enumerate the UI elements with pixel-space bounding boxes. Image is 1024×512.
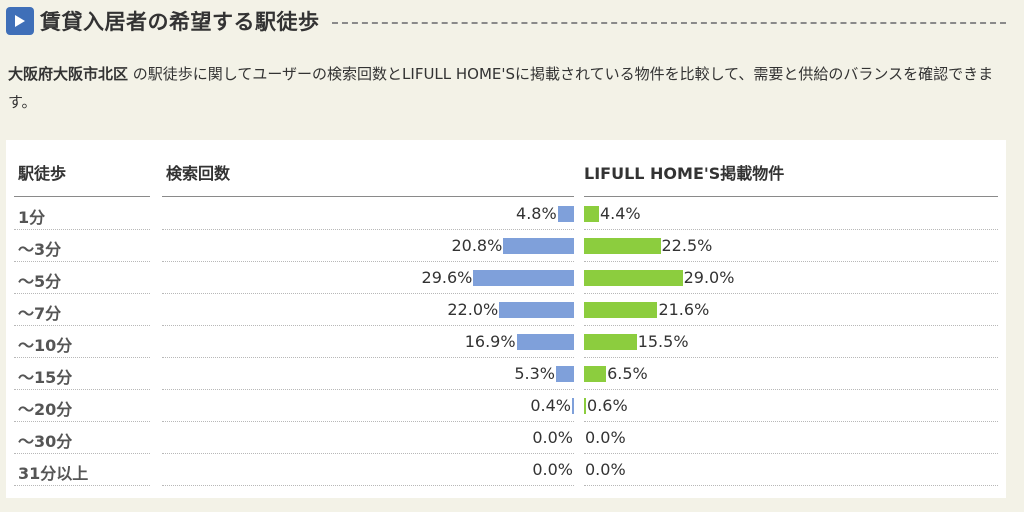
search-bar bbox=[503, 238, 574, 254]
listing-value-label: 29.0% bbox=[683, 268, 735, 287]
listing-value-label: 0.6% bbox=[587, 396, 628, 415]
header-underline bbox=[584, 196, 998, 197]
walk-time-chart: 駅徒歩 検索回数 LIFULL HOME'S掲載物件 1分 4.8% 4.4% 〜3分… bbox=[6, 140, 1006, 498]
listing-value-label: 15.5% bbox=[637, 332, 689, 351]
row-divider bbox=[14, 421, 150, 422]
table-row: 〜20分 0.4% 0.6% bbox=[6, 390, 1006, 422]
walk-time-label: 〜10分 bbox=[18, 336, 73, 355]
row-divider bbox=[584, 421, 998, 422]
listing-bar bbox=[584, 302, 658, 318]
row-divider bbox=[162, 357, 574, 358]
search-bar bbox=[499, 302, 574, 318]
listing-bar bbox=[584, 334, 637, 350]
listing-value-label: 0.0% bbox=[585, 428, 626, 447]
row-divider bbox=[14, 485, 150, 486]
region-name: 大阪府大阪市北区 bbox=[8, 65, 129, 83]
search-value-label: 4.8% bbox=[516, 204, 557, 223]
table-row: 〜7分 22.0% 21.6% bbox=[6, 294, 1006, 326]
walk-time-label: 1分 bbox=[18, 208, 46, 227]
column-header-listings: LIFULL HOME'S掲載物件 bbox=[584, 164, 785, 183]
table-row: 〜3分 20.8% 22.5% bbox=[6, 230, 1006, 262]
search-value-label: 0.4% bbox=[530, 396, 571, 415]
header-underline bbox=[14, 196, 150, 197]
walk-time-label: 〜7分 bbox=[18, 304, 62, 323]
table-row: 〜30分 0.0% 0.0% bbox=[6, 422, 1006, 454]
walk-time-label: 〜20分 bbox=[18, 400, 73, 419]
row-divider bbox=[584, 389, 998, 390]
row-divider bbox=[14, 325, 150, 326]
row-divider bbox=[162, 421, 574, 422]
row-divider bbox=[162, 261, 574, 262]
header-underline bbox=[162, 196, 574, 197]
search-value-label: 22.0% bbox=[447, 300, 499, 319]
row-divider bbox=[584, 485, 998, 486]
row-divider bbox=[14, 453, 150, 454]
search-bar bbox=[572, 398, 574, 414]
listing-bar bbox=[584, 366, 607, 382]
row-divider bbox=[14, 229, 150, 230]
row-divider bbox=[162, 453, 574, 454]
search-value-label: 0.0% bbox=[532, 428, 573, 447]
listing-bar bbox=[584, 270, 683, 286]
search-value-label: 0.0% bbox=[532, 460, 573, 479]
walk-time-label: 〜30分 bbox=[18, 432, 73, 451]
search-bar bbox=[557, 206, 574, 222]
listing-bar bbox=[584, 206, 599, 222]
listing-value-label: 22.5% bbox=[661, 236, 713, 255]
row-divider bbox=[14, 357, 150, 358]
search-value-label: 5.3% bbox=[514, 364, 555, 383]
header-divider bbox=[331, 22, 1006, 24]
row-divider bbox=[584, 325, 998, 326]
row-divider bbox=[14, 293, 150, 294]
table-row: 〜10分 16.9% 15.5% bbox=[6, 326, 1006, 358]
row-divider bbox=[162, 229, 574, 230]
row-divider bbox=[14, 261, 150, 262]
listing-value-label: 0.0% bbox=[585, 460, 626, 479]
walk-time-label: 〜5分 bbox=[18, 272, 62, 291]
table-row: 〜15分 5.3% 6.5% bbox=[6, 358, 1006, 390]
listing-bar bbox=[584, 238, 661, 254]
row-divider bbox=[162, 325, 574, 326]
row-divider bbox=[162, 389, 574, 390]
listing-value-label: 4.4% bbox=[599, 204, 641, 223]
row-divider bbox=[584, 261, 998, 262]
row-divider bbox=[584, 357, 998, 358]
walk-time-label: 31分以上 bbox=[18, 464, 89, 483]
row-divider bbox=[14, 389, 150, 390]
description-text: の駅徒歩に関してユーザーの検索回数とLIFULL HOME'Sに掲載されている物… bbox=[8, 65, 994, 111]
row-divider bbox=[162, 293, 574, 294]
description: 大阪府大阪市北区 の駅徒歩に関してユーザーの検索回数とLIFULL HOME'S… bbox=[8, 60, 1008, 116]
search-value-label: 20.8% bbox=[451, 236, 503, 255]
search-bar bbox=[516, 334, 574, 350]
walk-time-label: 〜3分 bbox=[18, 240, 62, 259]
search-value-label: 16.9% bbox=[464, 332, 516, 351]
column-header-walk: 駅徒歩 bbox=[18, 164, 67, 183]
listing-bar bbox=[584, 398, 587, 414]
column-header-search: 検索回数 bbox=[166, 164, 231, 183]
table-row: 〜5分 29.6% 29.0% bbox=[6, 262, 1006, 294]
search-value-label: 29.6% bbox=[421, 268, 473, 287]
search-bar bbox=[555, 366, 574, 382]
row-divider bbox=[584, 293, 998, 294]
listing-value-label: 21.6% bbox=[658, 300, 710, 319]
play-icon bbox=[6, 7, 34, 35]
section-title: 賃貸入居者の希望する駅徒歩 bbox=[40, 10, 320, 34]
table-row: 31分以上 0.0% 0.0% bbox=[6, 454, 1006, 486]
table-row: 1分 4.8% 4.4% bbox=[6, 198, 1006, 230]
row-divider bbox=[162, 485, 574, 486]
search-bar bbox=[473, 270, 574, 286]
row-divider bbox=[584, 453, 998, 454]
walk-time-label: 〜15分 bbox=[18, 368, 73, 387]
row-divider bbox=[584, 229, 998, 230]
section-header: 賃貸入居者の希望する駅徒歩 bbox=[6, 6, 1006, 36]
listing-value-label: 6.5% bbox=[607, 364, 648, 383]
